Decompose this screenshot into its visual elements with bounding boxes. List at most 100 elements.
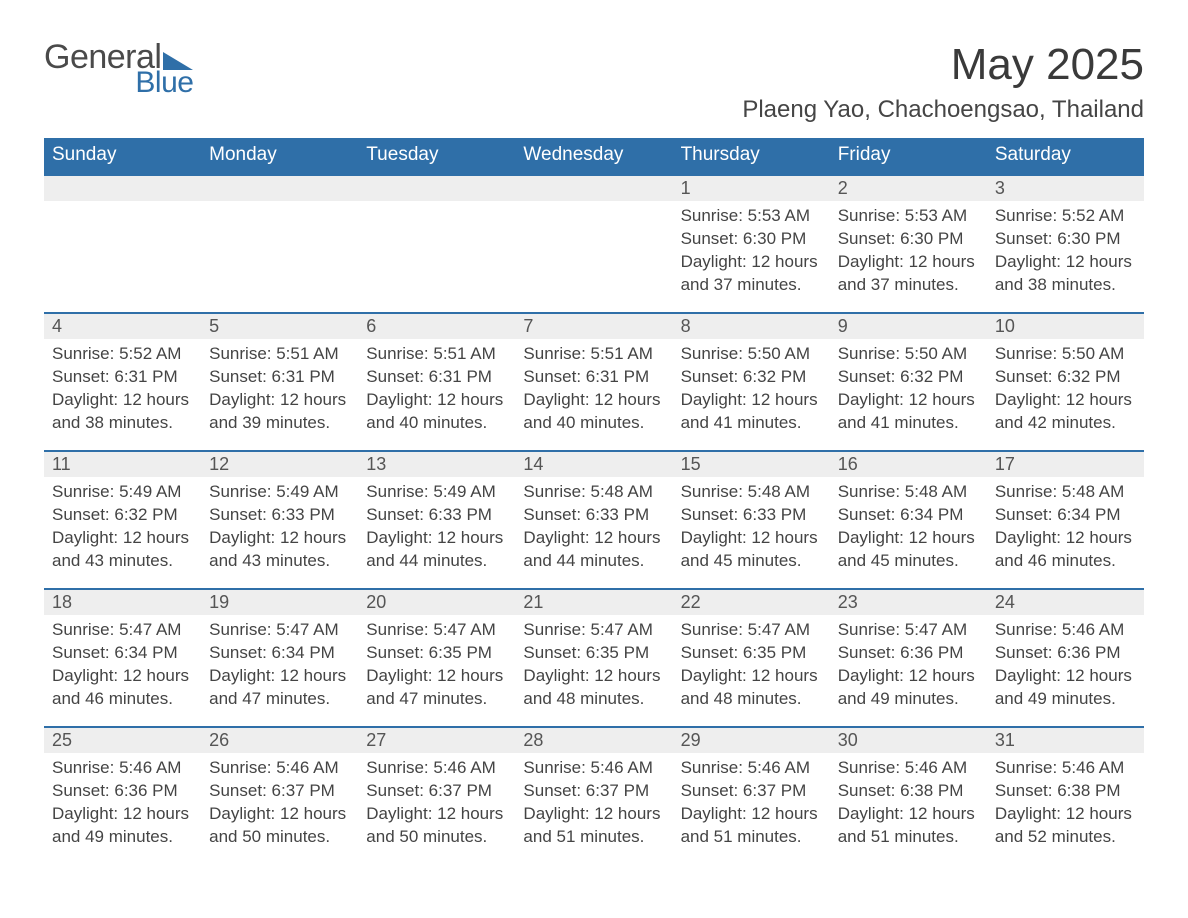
day-content: Sunrise: 5:49 AMSunset: 6:33 PMDaylight:… — [358, 477, 515, 577]
calendar-week-row: 1Sunrise: 5:53 AMSunset: 6:30 PMDaylight… — [44, 174, 1144, 312]
day-number: 27 — [358, 726, 515, 753]
day-number: 10 — [987, 312, 1144, 339]
calendar-week-row: 25Sunrise: 5:46 AMSunset: 6:36 PMDayligh… — [44, 726, 1144, 864]
sunset-text: Sunset: 6:30 PM — [681, 228, 822, 251]
sunrise-text: Sunrise: 5:52 AM — [995, 205, 1136, 228]
sunrise-text: Sunrise: 5:53 AM — [681, 205, 822, 228]
sunrise-text: Sunrise: 5:46 AM — [995, 757, 1136, 780]
sunset-text: Sunset: 6:32 PM — [52, 504, 193, 527]
daylight-text: Daylight: 12 hours and 40 minutes. — [523, 389, 664, 435]
day-content: Sunrise: 5:49 AMSunset: 6:32 PMDaylight:… — [44, 477, 201, 577]
calendar-day-cell: 5Sunrise: 5:51 AMSunset: 6:31 PMDaylight… — [201, 312, 358, 450]
daylight-text: Daylight: 12 hours and 41 minutes. — [681, 389, 822, 435]
sunset-text: Sunset: 6:31 PM — [366, 366, 507, 389]
daylight-text: Daylight: 12 hours and 38 minutes. — [995, 251, 1136, 297]
sunrise-text: Sunrise: 5:49 AM — [52, 481, 193, 504]
day-number: 17 — [987, 450, 1144, 477]
sunrise-text: Sunrise: 5:48 AM — [681, 481, 822, 504]
calendar-day-cell: 7Sunrise: 5:51 AMSunset: 6:31 PMDaylight… — [515, 312, 672, 450]
day-header: Sunday — [44, 138, 201, 174]
calendar-day-cell: 24Sunrise: 5:46 AMSunset: 6:36 PMDayligh… — [987, 588, 1144, 726]
day-header: Monday — [201, 138, 358, 174]
sunset-text: Sunset: 6:36 PM — [52, 780, 193, 803]
sunrise-text: Sunrise: 5:49 AM — [366, 481, 507, 504]
sunrise-text: Sunrise: 5:46 AM — [366, 757, 507, 780]
day-content — [358, 201, 515, 209]
sunrise-text: Sunrise: 5:46 AM — [681, 757, 822, 780]
day-number: 1 — [673, 174, 830, 201]
day-content: Sunrise: 5:47 AMSunset: 6:35 PMDaylight:… — [358, 615, 515, 715]
calendar-day-cell: 12Sunrise: 5:49 AMSunset: 6:33 PMDayligh… — [201, 450, 358, 588]
day-content: Sunrise: 5:48 AMSunset: 6:34 PMDaylight:… — [987, 477, 1144, 577]
daylight-text: Daylight: 12 hours and 51 minutes. — [681, 803, 822, 849]
sunrise-text: Sunrise: 5:50 AM — [681, 343, 822, 366]
day-content: Sunrise: 5:46 AMSunset: 6:37 PMDaylight:… — [673, 753, 830, 853]
day-number — [44, 174, 201, 201]
calendar-day-cell: 3Sunrise: 5:52 AMSunset: 6:30 PMDaylight… — [987, 174, 1144, 312]
day-number: 31 — [987, 726, 1144, 753]
day-number: 7 — [515, 312, 672, 339]
daylight-text: Daylight: 12 hours and 44 minutes. — [523, 527, 664, 573]
day-content: Sunrise: 5:46 AMSunset: 6:37 PMDaylight:… — [515, 753, 672, 853]
sunset-text: Sunset: 6:30 PM — [838, 228, 979, 251]
sunrise-text: Sunrise: 5:46 AM — [209, 757, 350, 780]
daylight-text: Daylight: 12 hours and 47 minutes. — [366, 665, 507, 711]
sunrise-text: Sunrise: 5:51 AM — [366, 343, 507, 366]
sunset-text: Sunset: 6:33 PM — [366, 504, 507, 527]
daylight-text: Daylight: 12 hours and 47 minutes. — [209, 665, 350, 711]
calendar-day-cell: 26Sunrise: 5:46 AMSunset: 6:37 PMDayligh… — [201, 726, 358, 864]
sunrise-text: Sunrise: 5:47 AM — [366, 619, 507, 642]
day-content: Sunrise: 5:50 AMSunset: 6:32 PMDaylight:… — [987, 339, 1144, 439]
sunset-text: Sunset: 6:32 PM — [681, 366, 822, 389]
daylight-text: Daylight: 12 hours and 48 minutes. — [523, 665, 664, 711]
day-number: 6 — [358, 312, 515, 339]
daylight-text: Daylight: 12 hours and 40 minutes. — [366, 389, 507, 435]
sunrise-text: Sunrise: 5:50 AM — [838, 343, 979, 366]
calendar-day-cell: 28Sunrise: 5:46 AMSunset: 6:37 PMDayligh… — [515, 726, 672, 864]
calendar-day-cell: 8Sunrise: 5:50 AMSunset: 6:32 PMDaylight… — [673, 312, 830, 450]
day-content: Sunrise: 5:50 AMSunset: 6:32 PMDaylight:… — [830, 339, 987, 439]
calendar-week-row: 11Sunrise: 5:49 AMSunset: 6:32 PMDayligh… — [44, 450, 1144, 588]
sunset-text: Sunset: 6:36 PM — [838, 642, 979, 665]
calendar-day-cell: 23Sunrise: 5:47 AMSunset: 6:36 PMDayligh… — [830, 588, 987, 726]
daylight-text: Daylight: 12 hours and 48 minutes. — [681, 665, 822, 711]
day-number: 2 — [830, 174, 987, 201]
sunrise-text: Sunrise: 5:46 AM — [52, 757, 193, 780]
sunrise-text: Sunrise: 5:46 AM — [838, 757, 979, 780]
day-content: Sunrise: 5:46 AMSunset: 6:38 PMDaylight:… — [987, 753, 1144, 853]
day-content: Sunrise: 5:52 AMSunset: 6:31 PMDaylight:… — [44, 339, 201, 439]
sunset-text: Sunset: 6:33 PM — [209, 504, 350, 527]
day-number: 28 — [515, 726, 672, 753]
title-block: May 2025 Plaeng Yao, Chachoengsao, Thail… — [742, 40, 1144, 134]
daylight-text: Daylight: 12 hours and 42 minutes. — [995, 389, 1136, 435]
day-number: 29 — [673, 726, 830, 753]
sunset-text: Sunset: 6:34 PM — [209, 642, 350, 665]
daylight-text: Daylight: 12 hours and 49 minutes. — [838, 665, 979, 711]
sunset-text: Sunset: 6:31 PM — [209, 366, 350, 389]
logo: General Blue — [44, 40, 193, 98]
sunset-text: Sunset: 6:36 PM — [995, 642, 1136, 665]
calendar-day-cell: 2Sunrise: 5:53 AMSunset: 6:30 PMDaylight… — [830, 174, 987, 312]
calendar-body: 1Sunrise: 5:53 AMSunset: 6:30 PMDaylight… — [44, 174, 1144, 864]
sunrise-text: Sunrise: 5:48 AM — [838, 481, 979, 504]
day-header: Wednesday — [515, 138, 672, 174]
sunset-text: Sunset: 6:34 PM — [52, 642, 193, 665]
day-number — [515, 174, 672, 201]
daylight-text: Daylight: 12 hours and 51 minutes. — [838, 803, 979, 849]
sunset-text: Sunset: 6:37 PM — [681, 780, 822, 803]
day-content: Sunrise: 5:51 AMSunset: 6:31 PMDaylight:… — [515, 339, 672, 439]
sunrise-text: Sunrise: 5:46 AM — [995, 619, 1136, 642]
daylight-text: Daylight: 12 hours and 43 minutes. — [209, 527, 350, 573]
day-number: 24 — [987, 588, 1144, 615]
day-content: Sunrise: 5:47 AMSunset: 6:35 PMDaylight:… — [673, 615, 830, 715]
day-content: Sunrise: 5:48 AMSunset: 6:33 PMDaylight:… — [515, 477, 672, 577]
daylight-text: Daylight: 12 hours and 51 minutes. — [523, 803, 664, 849]
day-content: Sunrise: 5:49 AMSunset: 6:33 PMDaylight:… — [201, 477, 358, 577]
sunset-text: Sunset: 6:31 PM — [52, 366, 193, 389]
sunset-text: Sunset: 6:35 PM — [366, 642, 507, 665]
day-content: Sunrise: 5:48 AMSunset: 6:33 PMDaylight:… — [673, 477, 830, 577]
calendar-day-cell: 20Sunrise: 5:47 AMSunset: 6:35 PMDayligh… — [358, 588, 515, 726]
day-content: Sunrise: 5:47 AMSunset: 6:34 PMDaylight:… — [44, 615, 201, 715]
calendar-day-cell: 10Sunrise: 5:50 AMSunset: 6:32 PMDayligh… — [987, 312, 1144, 450]
daylight-text: Daylight: 12 hours and 37 minutes. — [838, 251, 979, 297]
